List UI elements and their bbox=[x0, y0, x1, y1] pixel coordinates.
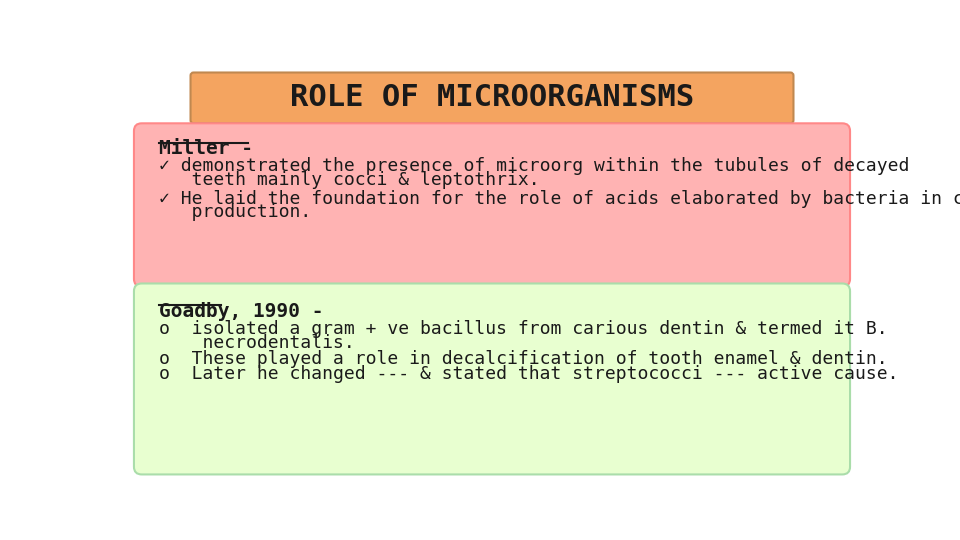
FancyBboxPatch shape bbox=[190, 72, 794, 123]
Text: o  Later he changed --- & stated that streptococci --- active cause.: o Later he changed --- & stated that str… bbox=[158, 365, 899, 383]
Text: Goadby, 1990 -: Goadby, 1990 - bbox=[158, 302, 324, 321]
Text: o  isolated a gram + ve bacillus from carious dentin & termed it B.: o isolated a gram + ve bacillus from car… bbox=[158, 320, 887, 339]
Text: Miller -: Miller - bbox=[158, 139, 252, 159]
FancyBboxPatch shape bbox=[134, 123, 850, 287]
Text: teeth mainly cocci & leptothrix.: teeth mainly cocci & leptothrix. bbox=[158, 171, 540, 189]
Text: ✓ He laid the foundation for the role of acids elaborated by bacteria in caries: ✓ He laid the foundation for the role of… bbox=[158, 190, 960, 207]
Text: necrodentalis.: necrodentalis. bbox=[158, 334, 354, 352]
Text: production.: production. bbox=[158, 204, 311, 221]
Text: ✓ demonstrated the presence of microorg within the tubules of decayed: ✓ demonstrated the presence of microorg … bbox=[158, 157, 909, 175]
Text: ROLE OF MICROORGANISMS: ROLE OF MICROORGANISMS bbox=[290, 83, 694, 112]
FancyBboxPatch shape bbox=[134, 284, 850, 475]
Text: o  These played a role in decalcification of tooth enamel & dentin.: o These played a role in decalcification… bbox=[158, 350, 887, 368]
